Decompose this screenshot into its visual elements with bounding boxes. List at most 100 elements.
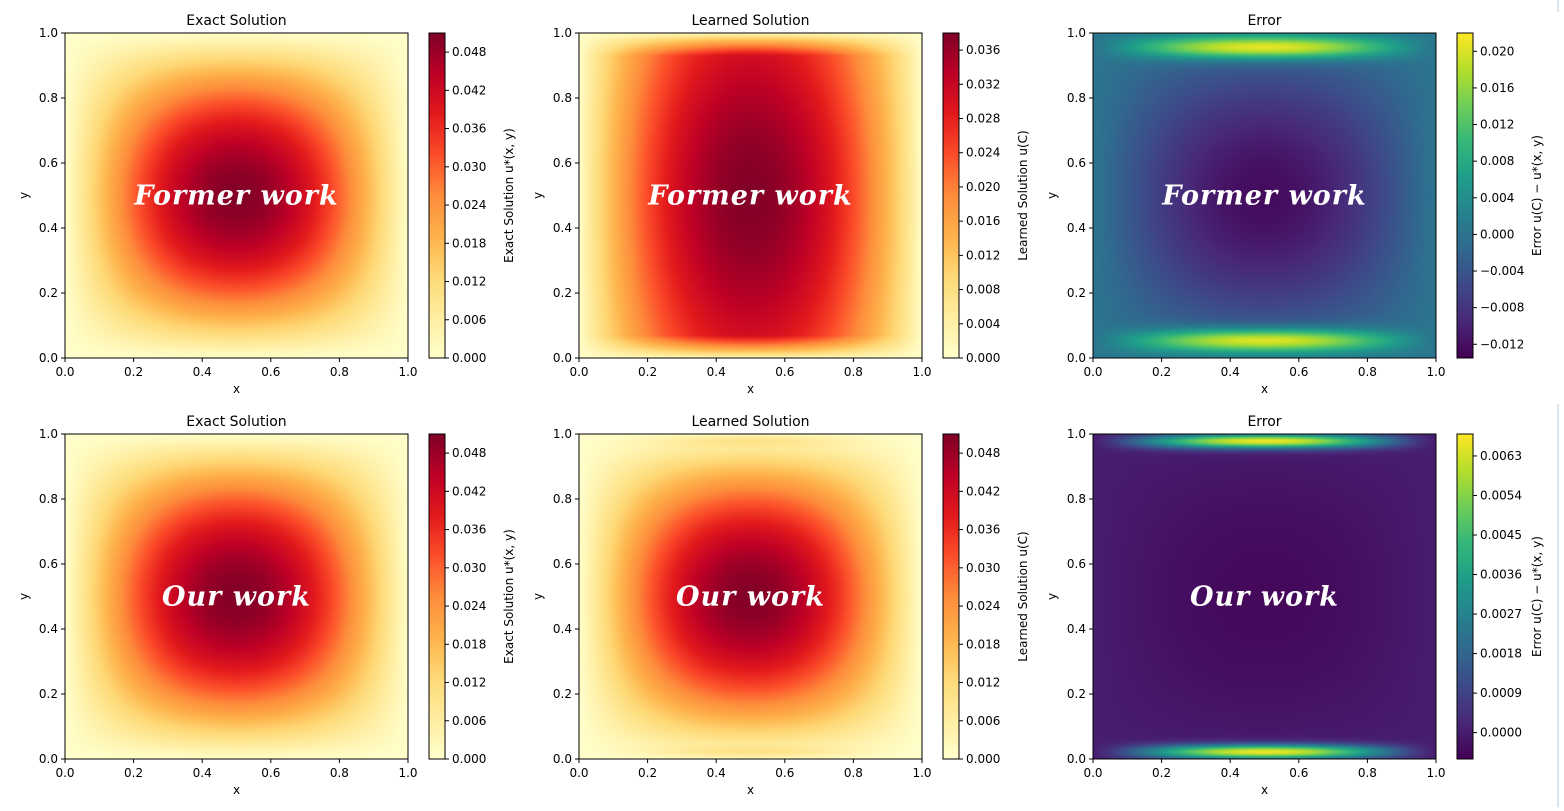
chart-panel-5: Learned Solution 0.0 0.2 0.4 0.6 0.8 1.0 0.0 0.2… — [531, 414, 1030, 797]
x-tick-label: 0.0 — [1083, 766, 1102, 780]
colorbar-tick-label: 0.032 — [966, 77, 1000, 91]
chart-title: Exact Solution — [186, 13, 286, 29]
colorbar-tick-label: 0.008 — [1480, 154, 1514, 168]
x-tick-label: 0.8 — [330, 365, 349, 379]
colorbar-tick-label: 0.016 — [966, 214, 1000, 228]
chart-title: Learned Solution — [691, 414, 809, 430]
y-tick-label: 1.0 — [39, 26, 58, 40]
chart-panel-4: Exact Solution 0.0 0.2 0.4 0.6 0.8 1.0 0.0 0.2 0.… — [17, 414, 516, 797]
y-tick-label: 0.2 — [553, 687, 572, 701]
colorbar-tick-label: 0.018 — [966, 637, 1000, 651]
colorbar-tick-label: 0.004 — [966, 317, 1000, 331]
colorbar-tick-label: 0.020 — [1480, 44, 1514, 58]
colorbar-tick-label: 0.008 — [966, 283, 1000, 297]
axes-frame — [578, 433, 923, 760]
y-tick-label: 0.0 — [1067, 752, 1086, 766]
y-tick-label: 0.8 — [1067, 492, 1086, 506]
y-tick-label: 0.0 — [553, 752, 572, 766]
x-tick-label: 0.8 — [330, 766, 349, 780]
colorbar-tick-label: 0.018 — [452, 637, 486, 651]
colorbar-tick-label: 0.0063 — [1480, 449, 1522, 463]
y-axis-label: y — [1045, 192, 1059, 199]
x-tick-label: 0.8 — [1358, 766, 1377, 780]
colorbar-label: Exact Solution u*(x, y) — [502, 529, 516, 664]
heatmap-image — [579, 33, 922, 358]
y-tick-label: 0.0 — [39, 351, 58, 365]
colorbar-label: Learned Solution u(C) — [1016, 531, 1030, 661]
chart-panel-6: Error 0.0 0.2 0.4 0.6 0.8 1.0 0.0 0.2 0.4 0.6 0.8 1.… — [1045, 414, 1544, 797]
chart-title: Learned Solution — [691, 13, 809, 29]
x-tick-label: 0.4 — [707, 365, 726, 379]
x-tick-label: 1.0 — [398, 365, 417, 379]
x-axis-label: x — [747, 783, 754, 797]
colorbar-tick-label: 0.0018 — [1480, 647, 1522, 661]
chart-title: Error — [1247, 13, 1281, 29]
colorbar-tick-label: 0.036 — [452, 523, 486, 537]
x-tick-label: 1.0 — [1426, 365, 1445, 379]
x-tick-label: 1.0 — [398, 766, 417, 780]
x-tick-label: 1.0 — [912, 766, 931, 780]
y-tick-label: 0.8 — [39, 492, 58, 506]
y-tick-label: 0.8 — [553, 492, 572, 506]
chart-title: Exact Solution — [186, 414, 286, 430]
colorbar-tick-label: 0.0009 — [1480, 686, 1522, 700]
y-tick-label: 0.4 — [553, 622, 572, 636]
chart-panel-3: Error 0.0 0.2 0.4 0.6 0.8 1.0 0.0 0.2 0.4 0.6 0.8 1.… — [1045, 13, 1544, 396]
colorbar-gradient — [943, 33, 959, 358]
colorbar-tick-label: 0.0036 — [1480, 568, 1522, 582]
colorbar-tick-label: 0.006 — [452, 714, 486, 728]
x-tick-label: 0.4 — [1221, 365, 1240, 379]
overlay-annotation: Former work — [133, 181, 338, 212]
colorbar-frame — [942, 32, 960, 359]
axes-frame — [578, 32, 923, 359]
colorbar-frame — [428, 32, 446, 359]
x-tick-label: 0.8 — [844, 365, 863, 379]
edge-mark-bottom — [1557, 404, 1559, 807]
axes-frame — [64, 32, 409, 359]
edge-mark-top — [1557, 0, 1559, 12]
colorbar-tick-label: 0.000 — [966, 351, 1000, 365]
colorbar-gradient — [1457, 33, 1473, 358]
colorbar-label: Error u(C) − u*(x, y) — [1530, 536, 1544, 657]
colorbar-frame — [1456, 32, 1474, 359]
colorbar-tick-label: 0.036 — [452, 122, 486, 136]
colorbar-tick-label: 0.0054 — [1480, 488, 1522, 502]
y-tick-label: 0.2 — [1067, 286, 1086, 300]
overlay-annotation: Our work — [1190, 582, 1339, 613]
x-tick-label: 0.6 — [261, 766, 280, 780]
y-axis-label: y — [17, 593, 31, 600]
x-tick-label: 0.8 — [844, 766, 863, 780]
colorbar-tick-label: 0.030 — [452, 160, 486, 174]
x-tick-label: 0.0 — [569, 766, 588, 780]
axes-frame — [1092, 32, 1437, 359]
colorbar-tick-label: 0.036 — [966, 43, 1000, 57]
y-tick-label: 0.0 — [1067, 351, 1086, 365]
colorbar-gradient — [1457, 434, 1473, 759]
y-axis-label: y — [17, 192, 31, 199]
y-tick-label: 0.4 — [1067, 221, 1086, 235]
colorbar-tick-label: 0.0027 — [1480, 607, 1522, 621]
colorbar-tick-label: 0.028 — [966, 112, 1000, 126]
axes-frame — [64, 433, 409, 760]
colorbar-tick-label: 0.048 — [966, 446, 1000, 460]
y-axis-label: y — [531, 192, 545, 199]
colorbar-tick-label: 0.0045 — [1480, 528, 1522, 542]
colorbar-tick-label: −0.004 — [1480, 264, 1524, 278]
y-tick-label: 0.0 — [553, 351, 572, 365]
heatmap-image — [1093, 33, 1436, 358]
y-tick-label: 0.8 — [1067, 91, 1086, 105]
y-tick-label: 1.0 — [1067, 26, 1086, 40]
y-tick-label: 0.2 — [39, 286, 58, 300]
x-tick-label: 0.0 — [569, 365, 588, 379]
overlay-annotation: Former work — [1161, 181, 1366, 212]
x-tick-label: 0.8 — [1358, 365, 1377, 379]
colorbar-tick-label: 0.024 — [966, 599, 1000, 613]
y-tick-label: 0.4 — [39, 221, 58, 235]
chart-panel-1: Exact Solution 0.0 0.2 0.4 0.6 0.8 1.0 0.0 0.2 0.… — [17, 13, 516, 396]
x-tick-label: 0.2 — [638, 365, 657, 379]
y-tick-label: 0.4 — [1067, 622, 1086, 636]
colorbar-tick-label: 0.030 — [452, 561, 486, 575]
y-axis-label: y — [531, 593, 545, 600]
x-tick-label: 0.2 — [638, 766, 657, 780]
